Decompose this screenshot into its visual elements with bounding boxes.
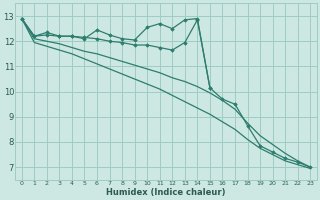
X-axis label: Humidex (Indice chaleur): Humidex (Indice chaleur) xyxy=(106,188,226,197)
